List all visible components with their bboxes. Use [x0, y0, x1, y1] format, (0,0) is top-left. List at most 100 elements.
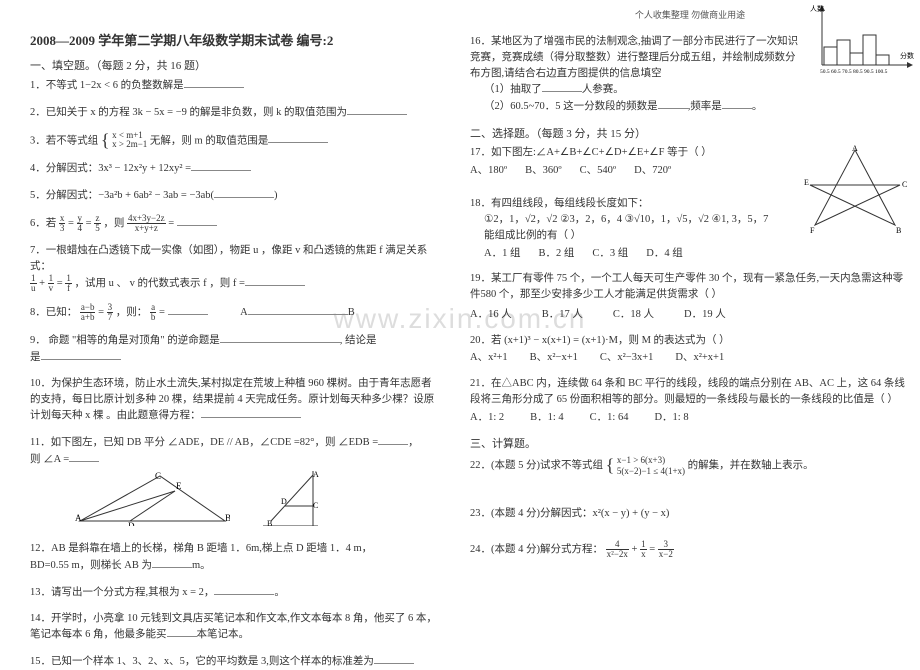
- question-22: 22．(本题 5 分)试求不等式组 { x−1 > 6(x+3)5(x−2)−1…: [470, 455, 910, 476]
- question-15: 15．已知一个样本 1、3、2、x、5，它的平均数是 3,则这个样本的标准差为: [30, 653, 440, 670]
- svg-text:A: A: [75, 513, 82, 523]
- question-24: 24．(本题 4 分)解分式方程： 4x²−2x + 1x = 3x−2: [470, 540, 910, 559]
- q24-text: 24．(本题 4 分)解分式方程：: [470, 544, 603, 555]
- q12-text-c: m。: [192, 560, 211, 571]
- frac: 1v: [48, 274, 55, 293]
- opt-b: B．17 人: [542, 307, 583, 323]
- question-5: 5．分解因式：−3a²b + 6ab² − 3ab = −3ab(): [30, 187, 440, 204]
- opt-a: A．1 组: [484, 246, 520, 262]
- section-2-heading: 二、选择题。（每题 3 分，共 15 分）: [470, 125, 910, 141]
- opt-c: C、540º: [580, 163, 617, 179]
- blank: [69, 451, 99, 462]
- blank: [214, 584, 274, 595]
- svg-text:C: C: [902, 180, 907, 189]
- question-2: 2．已知关于 x 的方程 3k − 5x = −9 的解是非负数，则 k 的取值…: [30, 104, 440, 121]
- opt-d: D、720º: [634, 163, 671, 179]
- blank: [41, 349, 121, 360]
- svg-text:E: E: [804, 178, 809, 187]
- blank: [245, 275, 305, 286]
- q12-text-a: 12．AB 是斜靠在墙上的长梯，梯角 B 距墙 1．6m,梯上点 D 距墙 1．…: [30, 543, 372, 554]
- q6-text-a: 6．若: [30, 218, 56, 229]
- svg-text:C: C: [155, 471, 161, 481]
- svg-text:D: D: [128, 521, 135, 526]
- question-10: 10．为保护生态环境，防止水土流失,某村拟定在荒坡上种植 960 棵树。由于青年…: [30, 376, 440, 424]
- question-14: 14．开学时，小亮拿 10 元钱到文具店买笔记本和作文本,作文本每本 8 角，他…: [30, 611, 440, 644]
- label-a: A: [240, 307, 248, 318]
- q17-text: 17．如下图左:∠A+∠B+∠C+∠D+∠E+∠F 等于（ ）: [470, 147, 712, 158]
- q16-text-d: （2）60.5~70．5 这一分数段的频数是: [484, 101, 658, 112]
- q12-text-b: BD=0.55 m，则梯长 AB 为: [30, 560, 152, 571]
- q18-text: 18．有四组线段，每组线段长度如下：: [470, 198, 649, 209]
- question-4: 4．分解因式：3x³ − 12x²y + 12xy² =: [30, 160, 440, 177]
- question-6: 6．若 x3 = y4 = z5 ，则 4x+3y−2zx+y+z =: [30, 214, 440, 233]
- blank: [214, 187, 274, 198]
- q21-text: 21．在△ABC 内，连续做 64 条和 BC 平行的线段，线段的端点分别在 A…: [470, 378, 905, 405]
- ladder-svg: A C D B: [263, 471, 323, 526]
- blank: [168, 304, 208, 315]
- opt-a: A、x²+1: [470, 350, 508, 366]
- question-13: 13．请写出一个分式方程,其根为 x = 2，。: [30, 584, 440, 601]
- section-1-heading: 一、填空题。（每题 2 分，共 16 题）: [30, 57, 440, 73]
- opt-a: A．16 人: [470, 307, 512, 323]
- question-11: 11．如下图左，已知 DB 平分 ∠ADE，DE // AB，∠CDE =82°…: [30, 434, 440, 531]
- blank: [658, 98, 688, 109]
- triangle-diagram: A C B E D A C D B: [70, 471, 440, 532]
- header-note: 个人收集整理 勿做商业用途: [635, 8, 745, 21]
- q22-text-a: 22．(本题 5 分)试求不等式组: [470, 460, 603, 471]
- blank: [220, 332, 340, 343]
- q2-text: 2．已知关于 x 的方程 3k − 5x = −9 的解是非负数，则 k 的取值…: [30, 107, 347, 118]
- q18-options: A．1 组 B．2 组 C．3 组 D．4 组: [484, 246, 910, 262]
- triangle-svg: A C B E D: [70, 471, 230, 526]
- q1-text: 1．不等式 1−2x < 6 的负整数解是: [30, 80, 184, 91]
- opt-b: B、x²−x+1: [530, 350, 578, 366]
- question-9: 9． 命题 "相等的角是对顶角" 的逆命题是, 结论是是: [30, 332, 440, 366]
- q20-options: A、x²+1 B、x²−x+1 C、x²−3x+1 D、x²+x+1: [470, 350, 910, 366]
- opt-b: B．2 组: [538, 246, 574, 262]
- svg-text:人数: 人数: [810, 4, 824, 13]
- frac: a−ba+b: [80, 303, 96, 322]
- q7-text-a: 7．一根蜡烛在凸透镜下成一实像（如图），物距 u ，像距 v 和凸透镜的焦距 f…: [30, 245, 427, 272]
- q17-options: A、180º B、360º C、540º D、720º: [470, 163, 790, 179]
- q13-text: 13．请写出一个分式方程,其根为 x = 2，: [30, 587, 214, 598]
- q9-text: 9． 命题 "相等的角是对顶角" 的逆命题是: [30, 335, 220, 346]
- svg-text:A: A: [313, 471, 319, 479]
- question-18: 18．有四组线段，每组线段长度如下： ①2，1，√2，√2 ②3，2，6，4 ③…: [470, 196, 910, 261]
- opt-d: D．19 人: [684, 307, 726, 323]
- svg-text:A: A: [852, 145, 858, 153]
- q23-text: 23．(本题 4 分)分解因式：x²(x − y) + (y − x): [470, 508, 669, 519]
- brace-icon: {: [606, 458, 615, 472]
- q16-text-a: 16．某地区为了增强市民的法制观念,抽调了一部分市民进行了一次知识竞赛，竞赛成绩…: [470, 36, 798, 79]
- opt-d: D．4 组: [646, 246, 682, 262]
- question-3: 3．若不等式组 { x < m+1x > 2m−1 无解，则 m 的取值范围是: [30, 131, 440, 151]
- q18-list: ①2，1，√2，√2 ②3，2，6，4 ③√10，1，√5，√2 ④1, 3，5…: [484, 214, 768, 225]
- frac: z5: [94, 214, 101, 233]
- question-17: A C E F B 17．如下图左:∠A+∠B+∠C+∠D+∠E+∠F 等于（ …: [470, 145, 910, 179]
- brace-icon: {: [101, 133, 110, 147]
- q8-text-b: ，则：: [116, 307, 148, 318]
- exam-title: 2008—2009 学年第二学期八年级数学期末试卷 编号:2: [30, 30, 440, 49]
- opt-a: A．1: 2: [470, 410, 504, 426]
- q7-text-b: ，试用 u 、 v 的代数式表示 f ，则 f =: [74, 278, 244, 289]
- opt-d: D．1: 8: [654, 410, 688, 426]
- q21-options: A．1: 2 B．1: 4 C．1: 64 D．1: 8: [470, 410, 910, 426]
- frac: 1x: [640, 540, 647, 559]
- frac: 1u: [30, 274, 37, 293]
- question-23: 23．(本题 4 分)分解因式：x²(x − y) + (y − x): [470, 506, 910, 522]
- opt-c: C．3 组: [592, 246, 628, 262]
- left-column: 2008—2009 学年第二学期八年级数学期末试卷 编号:2 一、填空题。（每题…: [0, 0, 460, 637]
- blank: [248, 304, 348, 315]
- q19-options: A．16 人 B．17 人 C．18 人 D．19 人: [470, 307, 910, 323]
- question-8: 8．已知： a−ba+b = 37 ，则： ab = AB: [30, 303, 440, 322]
- frac: y4: [77, 214, 84, 233]
- q3-system: x < m+1x > 2m−1: [112, 131, 147, 151]
- blank: [201, 407, 301, 418]
- frac: ab: [150, 303, 157, 322]
- frac: x3: [59, 214, 66, 233]
- blank: [152, 557, 192, 568]
- opt-d: D、x²+x+1: [675, 350, 724, 366]
- cont-label: 是: [30, 352, 41, 363]
- q4-text: 4．分解因式：3x³ − 12x²y + 12xy² =: [30, 163, 191, 174]
- right-column: 个人收集整理 勿做商业用途 人数 分数 50.5 60.5 70.5 80.5 …: [460, 0, 920, 637]
- q15-text: 15．已知一个样本 1、3、2、x、5，它的平均数是 3,则这个样本的标准差为: [30, 656, 374, 667]
- frac: 3x−2: [658, 540, 674, 559]
